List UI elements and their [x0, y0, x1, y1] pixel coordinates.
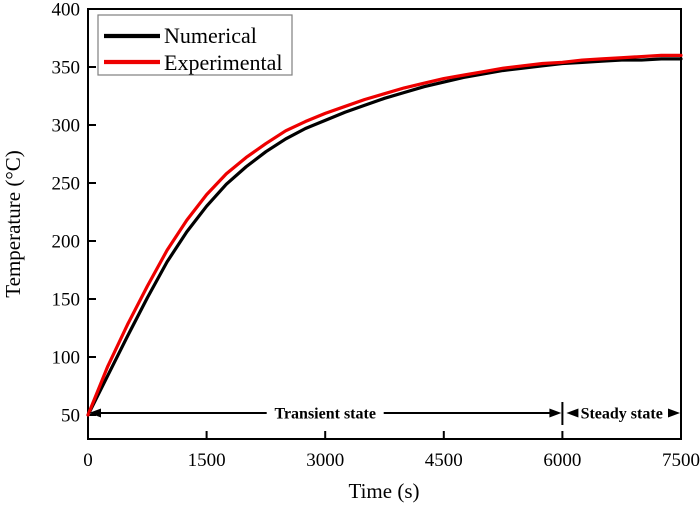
state-annotation-label: Steady state	[581, 406, 663, 423]
y-tick-label: 300	[52, 116, 81, 137]
y-tick-label: 250	[52, 174, 81, 195]
legend-label-experimental: Experimental	[164, 50, 283, 75]
y-tick-label: 100	[52, 348, 81, 369]
plot-border	[87, 8, 682, 440]
y-tick-label: 400	[52, 0, 81, 21]
series-lines	[86, 53, 683, 417]
x-tick-label: 1500	[188, 450, 226, 471]
state-annotations: Transient state Steady state	[89, 402, 680, 425]
x-tick-label: 7500	[662, 450, 700, 471]
x-tick-label: 3000	[306, 450, 344, 471]
y-tick-label: 350	[52, 58, 81, 79]
y-tick-label: 150	[52, 290, 81, 311]
arrow-head-right	[668, 408, 680, 418]
axis-ticks: 0 1500 3000 4500 6000 7500 50 100 150 200 250 300 35…	[52, 0, 700, 471]
y-axis-title: Temperature (°C)	[1, 150, 25, 297]
arrow-head-right	[549, 408, 562, 418]
legend-label-numerical: Numerical	[164, 23, 257, 48]
series-line-experimental	[86, 53, 683, 417]
y-tick-label: 50	[61, 406, 80, 427]
x-tick-label: 6000	[543, 450, 581, 471]
x-tick-label: 4500	[425, 450, 463, 471]
x-tick-label: 0	[83, 450, 93, 471]
series-line-numerical	[86, 57, 683, 417]
legend-box	[97, 14, 293, 76]
y-tick-label: 200	[52, 232, 81, 253]
arrow-head-left	[566, 408, 579, 418]
arrow-head-left	[89, 408, 101, 418]
legend: Numerical Experimental	[97, 14, 293, 76]
x-axis-title: Time (s)	[349, 479, 420, 503]
state-annotation-label: Transient state	[274, 406, 375, 423]
